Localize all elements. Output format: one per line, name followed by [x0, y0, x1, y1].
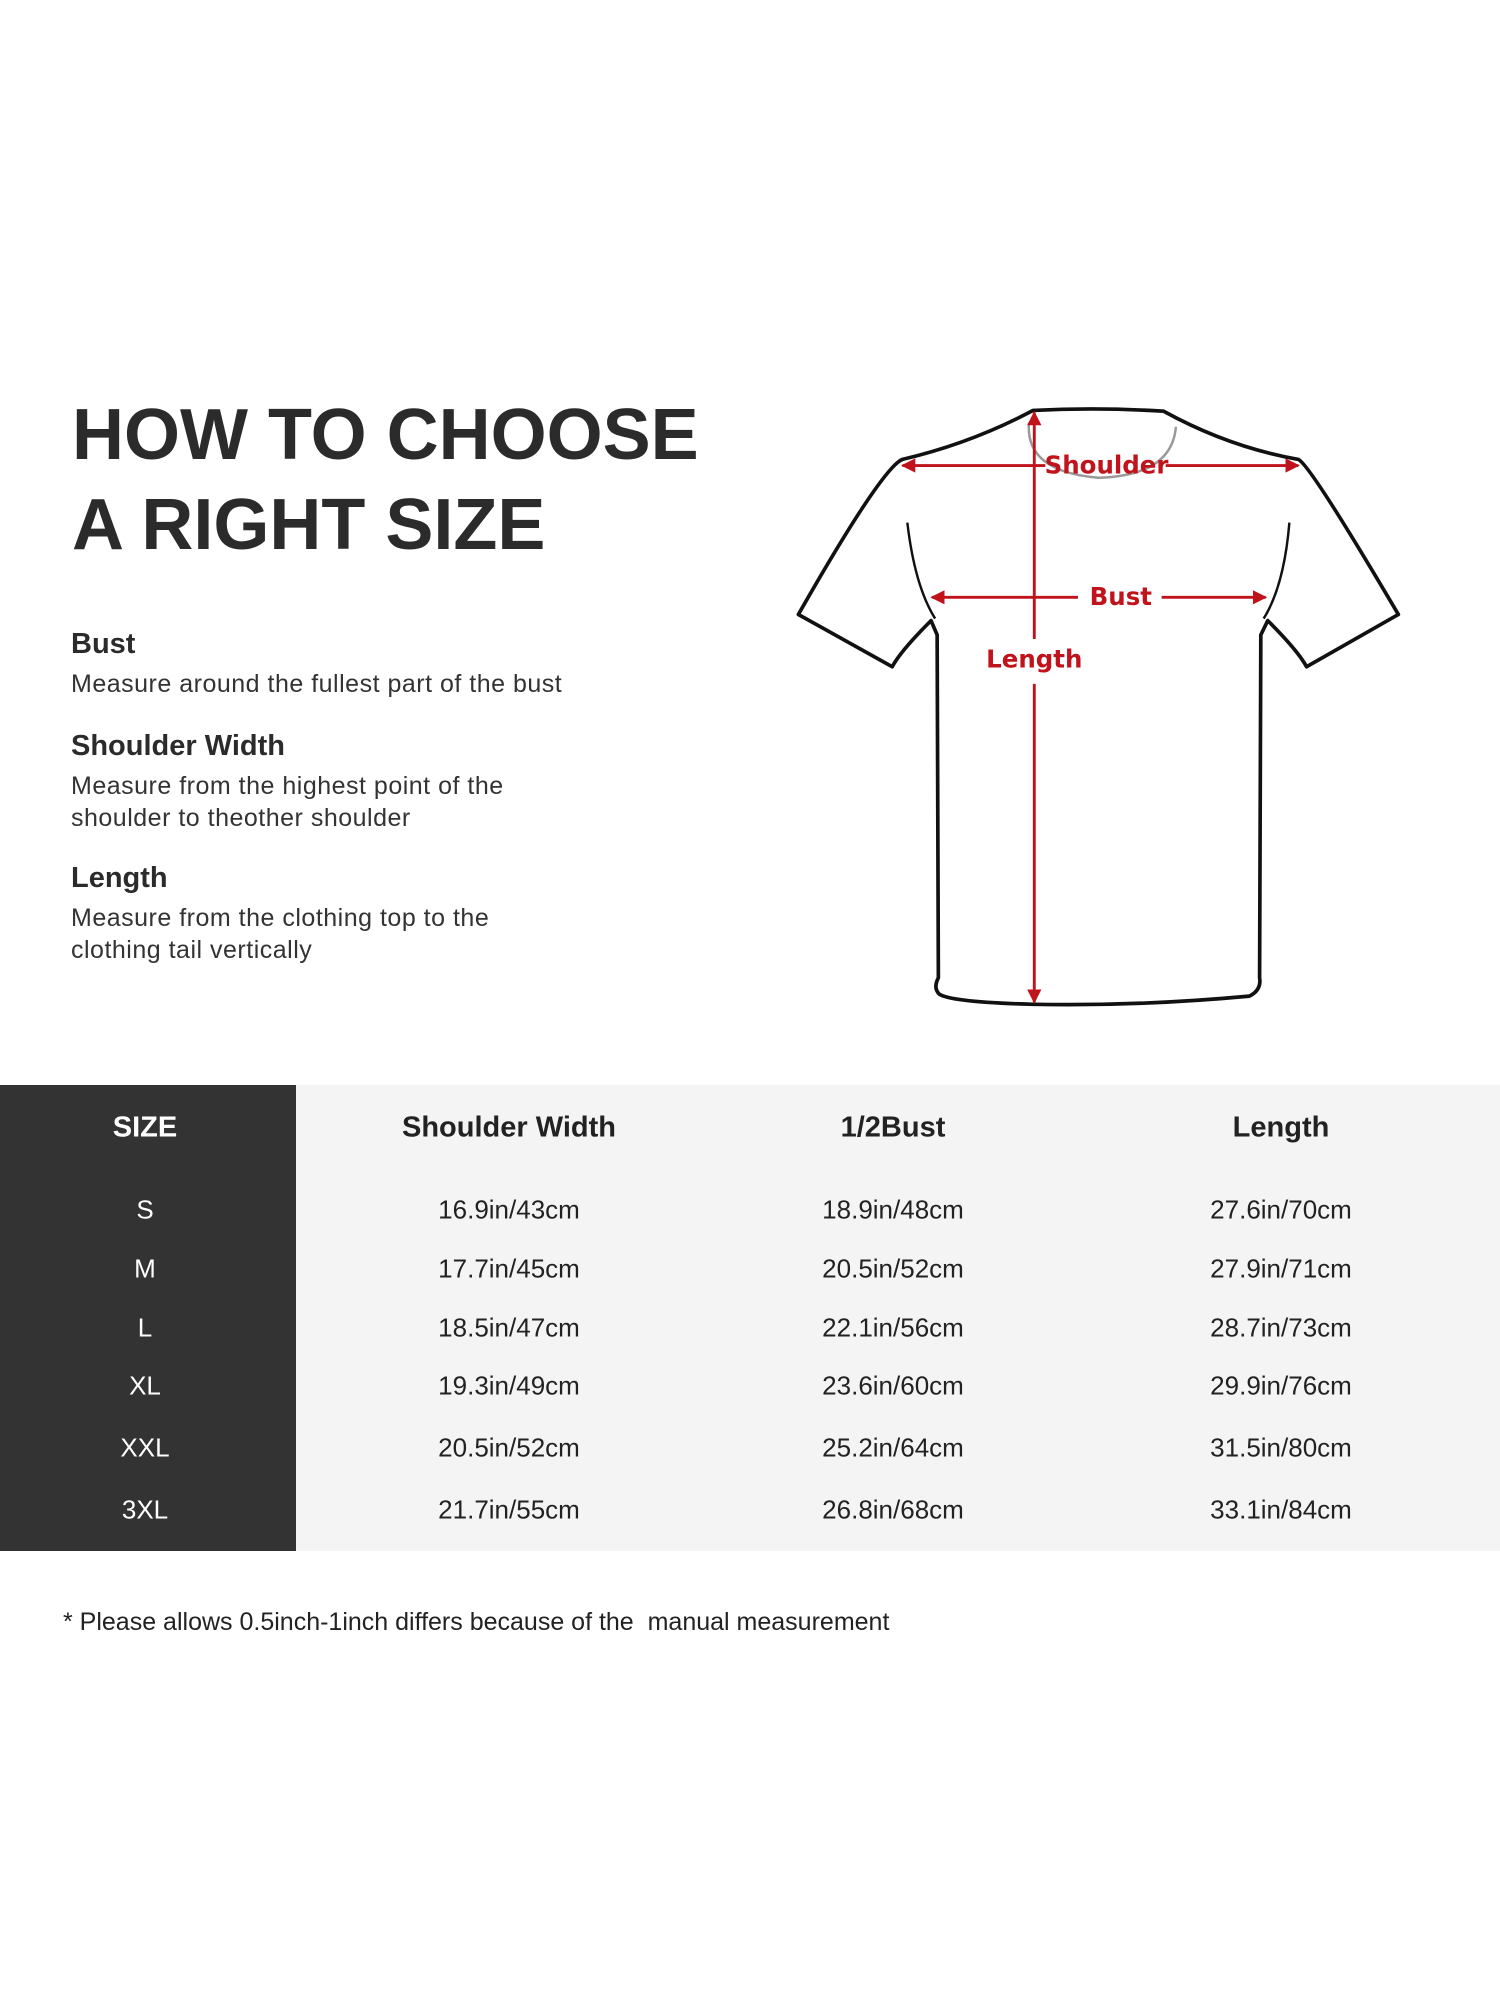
header-shoulder-width: Shoulder Width: [402, 1111, 616, 1144]
guide-line: Measure from the highest point of the: [71, 772, 504, 800]
length-label: Length: [986, 645, 1082, 674]
cell-half-bust: 25.2in/64cm: [822, 1432, 964, 1463]
guide-line: Measure around the fullest part of the b…: [71, 670, 563, 698]
guide-description: Measure from the clothing top to the clot…: [71, 902, 489, 966]
page-title: HOW TO CHOOSE A RIGHT SIZE: [72, 390, 699, 570]
guide-shoulder-width: Shoulder Width Measure from the highest …: [71, 728, 504, 834]
guide-length: Length Measure from the clothing top to …: [71, 860, 489, 966]
cell-shoulder-width: 17.7in/45cm: [438, 1253, 580, 1284]
tshirt-outline: [796, 407, 1401, 1007]
header-half-bust: 1/2Bust: [840, 1111, 946, 1144]
cell-size: XXL: [120, 1432, 170, 1463]
guide-heading: Shoulder Width: [71, 730, 285, 762]
cell-size: L: [137, 1312, 153, 1343]
cell-length: 28.7in/73cm: [1210, 1312, 1352, 1343]
guide-description: Measure from the highest point of the sho…: [71, 770, 504, 834]
cell-shoulder-width: 20.5in/52cm: [438, 1432, 580, 1463]
cell-size: 3XL: [121, 1494, 169, 1525]
cell-half-bust: 18.9in/48cm: [822, 1194, 964, 1225]
cell-shoulder-width: 19.3in/49cm: [438, 1370, 580, 1401]
size-table: SIZE Shoulder Width 1/2Bust Length S 16.9in/4…: [0, 1085, 1500, 1551]
guide-heading: Bust: [71, 628, 136, 660]
header-size: SIZE: [112, 1111, 178, 1144]
cell-size: S: [136, 1194, 154, 1225]
header-length: Length: [1232, 1111, 1330, 1144]
title-line-2: A RIGHT SIZE: [72, 485, 546, 565]
guide-line: Measure from the clothing top to the: [71, 904, 490, 932]
title-line-1: HOW TO CHOOSE: [72, 395, 699, 475]
cell-length: 31.5in/80cm: [1210, 1432, 1352, 1463]
guide-description: Measure around the fullest part of the b…: [71, 668, 562, 700]
cell-half-bust: 22.1in/56cm: [822, 1312, 964, 1343]
cell-length: 33.1in/84cm: [1210, 1494, 1352, 1525]
footnote: * Please allows 0.5inch-1inch differs be…: [63, 1608, 890, 1636]
shoulder-label: Shoulder: [1045, 451, 1169, 480]
guide-heading: Length: [71, 862, 168, 894]
bust-label: Bust: [1090, 582, 1153, 611]
cell-length: 27.9in/71cm: [1210, 1253, 1352, 1284]
cell-shoulder-width: 16.9in/43cm: [438, 1194, 580, 1225]
cell-size: M: [134, 1253, 156, 1284]
guide-bust: Bust Measure around the fullest part of …: [71, 626, 562, 700]
cell-shoulder-width: 21.7in/55cm: [438, 1494, 580, 1525]
cell-half-bust: 20.5in/52cm: [822, 1253, 964, 1284]
guide-line: shoulder to theother shoulder: [71, 804, 411, 832]
cell-half-bust: 26.8in/68cm: [822, 1494, 964, 1525]
size-column: [0, 1085, 296, 1551]
cell-size: XL: [129, 1370, 161, 1401]
cell-shoulder-width: 18.5in/47cm: [438, 1312, 580, 1343]
cell-half-bust: 23.6in/60cm: [822, 1370, 964, 1401]
tshirt-diagram: Shoulder Bust Length: [796, 407, 1401, 1007]
guide-line: clothing tail vertically: [71, 936, 313, 964]
cell-length: 27.6in/70cm: [1210, 1194, 1352, 1225]
cell-length: 29.9in/76cm: [1210, 1370, 1352, 1401]
